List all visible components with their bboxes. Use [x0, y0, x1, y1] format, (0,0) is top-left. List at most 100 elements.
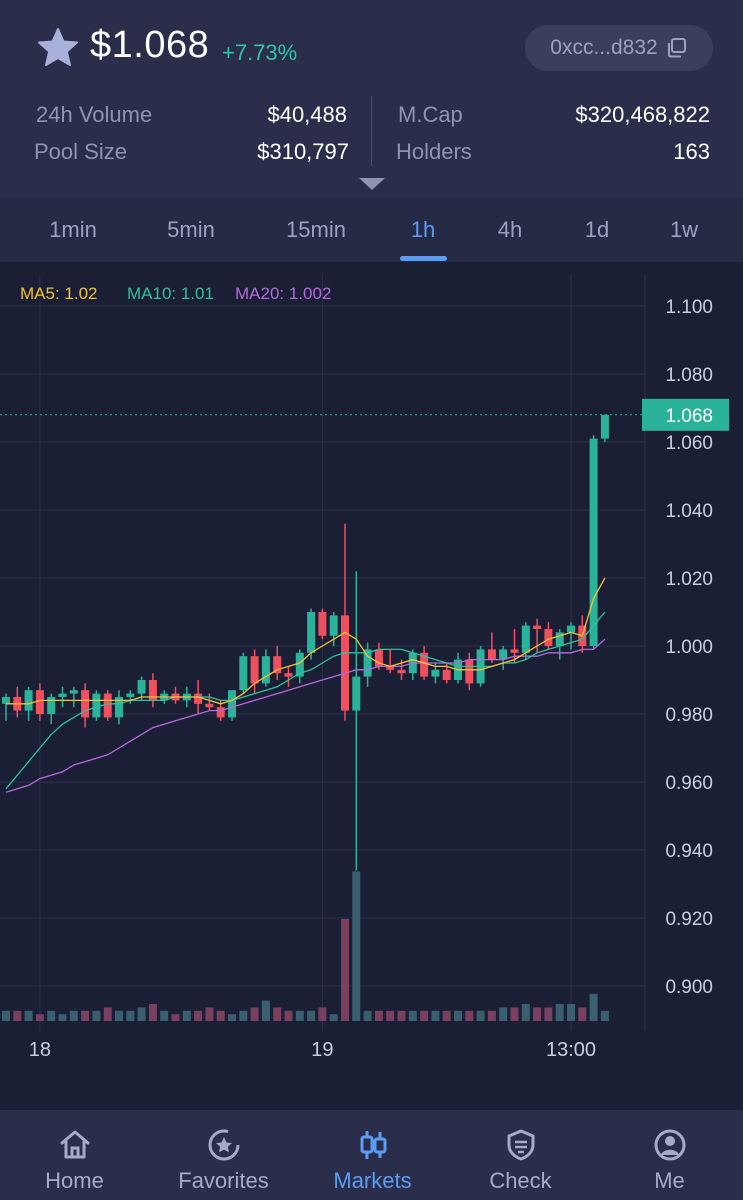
- nav-home[interactable]: Home: [0, 1110, 149, 1200]
- nav-me[interactable]: Me: [595, 1110, 743, 1200]
- token-header: $1.068 +7.73% 0xcc...d832 24h Volume $40…: [0, 0, 743, 197]
- candlestick-chart[interactable]: MA5: 1.02 MA10: 1.01 MA20: 1.002 1.100 1.08…: [0, 262, 743, 1110]
- volume-bar: [115, 1010, 123, 1021]
- contract-address: 0xcc...d832: [550, 36, 658, 59]
- price-change: +7.73%: [222, 40, 298, 65]
- y-tick-label: 0.900: [665, 977, 713, 998]
- last-price-tag: [642, 398, 729, 431]
- y-tick-label: 0.920: [665, 909, 713, 930]
- volume-bar: [374, 1010, 383, 1021]
- y-tick-label: 1.020: [665, 569, 713, 590]
- candle-body: [239, 656, 248, 691]
- volume-bar: [103, 1007, 112, 1021]
- ma20-line: [5, 638, 606, 793]
- volume-bar: [250, 1007, 259, 1021]
- tab-1min[interactable]: 1min: [49, 217, 97, 242]
- market-cap-label: M.Cap: [398, 102, 463, 127]
- user-icon: [654, 1129, 685, 1161]
- volume-label: 24h Volume: [36, 102, 153, 127]
- candle-body: [499, 649, 508, 660]
- volume-bar: [2, 1010, 10, 1021]
- volume-bar: [92, 1010, 101, 1021]
- stats-divider: [371, 96, 372, 166]
- candle-body: [126, 693, 135, 697]
- volume-bar: [442, 1010, 451, 1021]
- copy-icon[interactable]: [666, 37, 688, 59]
- last-price-marker: 1.068: [0, 398, 729, 431]
- volume-bar: [341, 919, 349, 1021]
- candle-body: [115, 697, 123, 718]
- y-tick-label: 1.080: [665, 365, 713, 386]
- volume-bar: [533, 1007, 542, 1021]
- volume-bar: [239, 1010, 248, 1021]
- volume-bar: [397, 1010, 406, 1021]
- candle-body: [397, 669, 406, 674]
- current-price: $1.068: [90, 24, 210, 66]
- tab-1h[interactable]: 1h: [410, 217, 436, 242]
- volume-bar: [69, 1010, 78, 1021]
- last-price-label: 1.068: [665, 406, 713, 427]
- volume-bar: [47, 1010, 56, 1021]
- tab-5min[interactable]: 5min: [167, 217, 215, 242]
- candle-body: [205, 703, 214, 708]
- moving-average-lines: [5, 577, 606, 793]
- candle-body: [2, 697, 10, 704]
- contract-address-button[interactable]: 0xcc...d832: [525, 25, 713, 71]
- star-icon[interactable]: [36, 26, 80, 70]
- tab-15min[interactable]: 15min: [286, 217, 346, 242]
- interval-tabs: 1min 5min 15min 1h 4h 1d 1w: [0, 197, 743, 262]
- volume-bar: [363, 1010, 372, 1021]
- y-tick-label: 1.040: [665, 501, 713, 522]
- y-tick-label: 0.940: [665, 841, 713, 862]
- volume-bar: [171, 1014, 180, 1021]
- volume-bar: [228, 1014, 236, 1021]
- candle-body: [307, 612, 316, 653]
- volume-bar: [431, 1010, 440, 1021]
- ma-legend: MA5: 1.02 MA10: 1.01 MA20: 1.002: [20, 284, 331, 303]
- volume-bar: [284, 1010, 293, 1021]
- volume-bar: [386, 1010, 395, 1021]
- candle-body: [352, 676, 361, 711]
- y-tick-label: 1.100: [665, 297, 713, 318]
- candles-icon: [360, 1131, 386, 1159]
- candle-body: [510, 649, 519, 653]
- nav-check[interactable]: Check: [446, 1110, 595, 1200]
- y-tick-label: 0.960: [665, 773, 713, 794]
- nav-markets[interactable]: Markets: [298, 1110, 447, 1200]
- volume-bar: [126, 1010, 135, 1021]
- x-tick-label: 18: [29, 1039, 51, 1061]
- candle-body: [228, 690, 236, 718]
- nav-favorites[interactable]: Favorites: [149, 1110, 298, 1200]
- ma-legend-item: MA20: 1.002: [235, 284, 331, 303]
- y-tick-label: 1.000: [665, 637, 713, 658]
- volume-bar: [307, 1010, 316, 1021]
- candle-body: [24, 690, 33, 711]
- candle-body: [374, 649, 383, 667]
- candle-body: [567, 625, 575, 633]
- nav-favorites-label: Favorites: [178, 1168, 269, 1193]
- volume-bar: [137, 1007, 146, 1021]
- candle-body: [589, 438, 598, 646]
- candles: [2, 414, 609, 871]
- candle-body: [341, 615, 349, 711]
- volume-bar: [521, 1004, 530, 1021]
- tab-1d[interactable]: 1d: [584, 217, 610, 242]
- volume-bars: [2, 871, 609, 1021]
- ma5-line: [6, 577, 606, 705]
- expand-stats-chevron-icon[interactable]: [359, 178, 385, 190]
- volume-bar: [205, 1007, 214, 1021]
- tab-1w[interactable]: 1w: [669, 217, 699, 242]
- y-tick-label: 1.060: [665, 433, 713, 454]
- nav-markets-label: Markets: [333, 1168, 412, 1193]
- candle-body: [487, 649, 496, 660]
- tab-4h[interactable]: 4h: [497, 217, 523, 242]
- volume-bar: [273, 1007, 282, 1021]
- volume-bar: [58, 1014, 67, 1021]
- volume-bar: [578, 1007, 587, 1021]
- candle-body: [521, 625, 530, 653]
- candle-body: [81, 690, 90, 718]
- volume-bar: [510, 1007, 519, 1021]
- candle-body: [103, 693, 112, 718]
- volume-bar: [408, 1010, 417, 1021]
- volume-bar: [589, 993, 598, 1021]
